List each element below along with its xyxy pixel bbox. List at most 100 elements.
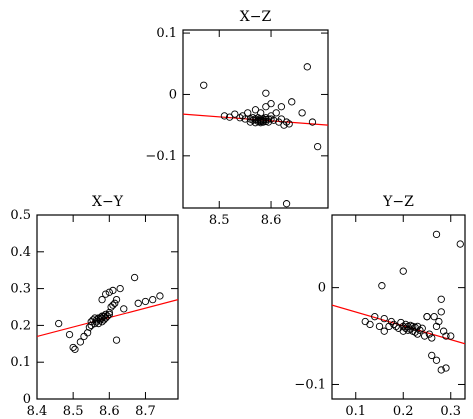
data-point-xz: [200, 81, 208, 89]
data-point-xz: [282, 200, 291, 208]
data-point-yz: [380, 314, 388, 323]
data-point-xy: [109, 286, 117, 295]
plot-frame-xz: [182, 29, 329, 209]
data-point-yz: [437, 308, 445, 316]
panel-xz: X−Z 8.5 8.6 0.1 0 −0.1: [145, 9, 329, 228]
data-point-xy: [107, 303, 115, 311]
data-point-yz: [428, 351, 436, 360]
y-tick-label-xz: 0.1: [156, 26, 177, 41]
data-point-xy: [93, 316, 101, 324]
data-point-yz: [371, 313, 379, 321]
data-point-xy: [105, 310, 113, 319]
data-point-yz: [423, 313, 431, 321]
y-tick-label-xy: 0.1: [10, 355, 31, 370]
data-point-yz: [392, 322, 400, 331]
data-point-xy: [112, 336, 121, 344]
data-point-yz: [413, 322, 422, 331]
y-tick-label-yz: −0.1: [294, 377, 326, 392]
data-point-yz: [435, 317, 443, 326]
y-tick-label-xy: 0.5: [10, 208, 31, 223]
x-tick-label-yz: 0.3: [440, 404, 461, 419]
data-point-xz: [262, 103, 270, 111]
data-point-yz: [416, 326, 424, 334]
data-point-xy: [100, 312, 108, 320]
data-point-yz: [456, 240, 464, 248]
data-point-yz: [432, 230, 441, 239]
data-point-xy: [141, 297, 150, 306]
data-point-yz: [432, 356, 441, 364]
plot-frame-yz: [331, 214, 466, 400]
x-tick-label-xy: 8.4: [27, 404, 48, 419]
data-point-yz: [442, 332, 450, 340]
data-point-yz: [413, 330, 422, 338]
data-point-yz: [390, 320, 398, 329]
x-tick-label-yz: 0.2: [393, 404, 414, 419]
data-point-xz: [259, 118, 267, 126]
y-tick-label-xz: 0: [169, 87, 177, 102]
plot-frame-xy: [36, 214, 179, 400]
data-point-xz: [277, 103, 286, 111]
data-point-xz: [308, 118, 317, 126]
data-point-xy: [91, 314, 99, 322]
data-point-yz: [375, 322, 384, 331]
y-tick-label-xy: 0: [23, 392, 31, 407]
data-point-xz: [220, 112, 229, 120]
data-point-xy: [89, 316, 97, 324]
data-point-xy: [80, 332, 88, 341]
chart-title-xy: X−Y: [92, 194, 124, 210]
data-point-yz: [430, 313, 438, 321]
y-tick-label-xy: 0.2: [10, 318, 31, 333]
data-point-xy: [55, 319, 63, 328]
data-point-xy: [69, 343, 77, 352]
x-tick-label-xz: 8.5: [209, 213, 230, 228]
data-point-xy: [130, 273, 139, 282]
x-tick-label-xz: 8.6: [261, 213, 282, 228]
data-point-xy: [102, 310, 110, 319]
x-tick-label-xy: 8.7: [135, 404, 156, 419]
data-point-xy: [102, 290, 110, 298]
data-point-yz: [397, 318, 405, 327]
y-tick-label-xz: −0.1: [145, 149, 177, 164]
data-point-yz: [361, 317, 369, 326]
chart-title-xz: X−Z: [240, 9, 272, 25]
data-point-xz: [285, 120, 293, 128]
data-point-xy: [116, 284, 124, 293]
x-tick-label-xy: 8.6: [99, 404, 120, 419]
data-point-xz: [272, 109, 280, 117]
data-point-yz: [385, 322, 393, 331]
data-point-xz: [277, 115, 286, 123]
panel-yz: Y−Z 0.1 0.2 0.3 0 −0.1: [294, 194, 466, 419]
data-point-yz: [432, 322, 441, 331]
data-point-xy: [91, 319, 99, 328]
data-point-yz: [380, 327, 388, 335]
data-point-xy: [65, 330, 74, 339]
data-point-yz: [442, 364, 450, 372]
data-point-yz: [399, 322, 407, 331]
data-point-xy: [156, 292, 164, 300]
data-point-yz: [366, 320, 374, 329]
data-point-xy: [98, 295, 106, 304]
chart-title-yz: Y−Z: [382, 194, 414, 210]
data-point-xz: [244, 109, 252, 117]
data-point-xz: [288, 98, 296, 106]
data-point-xz: [267, 112, 275, 120]
data-point-xz: [269, 116, 278, 124]
data-point-xy: [96, 314, 104, 322]
data-point-yz: [420, 332, 429, 340]
data-point-yz: [418, 324, 426, 332]
y-tick-label-xy: 0.4: [10, 245, 31, 260]
data-point-xz: [303, 63, 311, 71]
data-point-xy: [134, 299, 142, 307]
data-point-xy: [71, 345, 79, 353]
data-point-yz: [439, 327, 448, 335]
data-point-yz: [425, 330, 434, 338]
fit-line-xy: [37, 299, 178, 338]
data-point-yz: [437, 295, 445, 303]
data-point-xy: [120, 305, 128, 313]
data-point-yz: [428, 334, 436, 342]
data-point-xy: [103, 312, 112, 320]
data-point-xz: [231, 110, 239, 118]
data-point-yz: [378, 282, 386, 290]
data-point-xy: [76, 338, 85, 346]
data-point-yz: [437, 366, 445, 374]
